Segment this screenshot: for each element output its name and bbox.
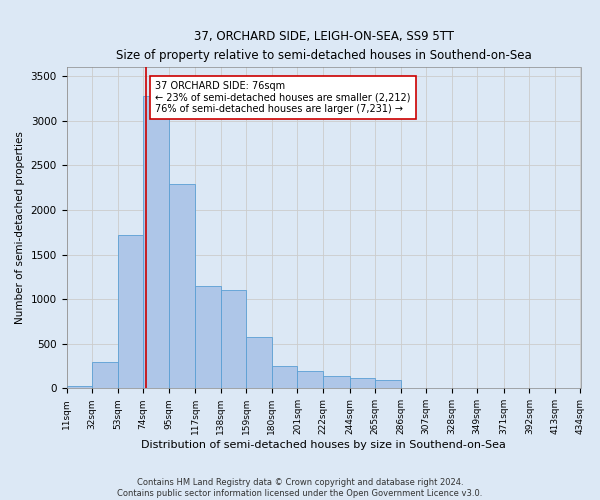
Bar: [323, 376, 350, 388]
Bar: [221, 290, 247, 388]
Bar: [247, 336, 272, 388]
Text: 37 ORCHARD SIDE: 76sqm
← 23% of semi-detached houses are smaller (2,212)
76% of : 37 ORCHARD SIDE: 76sqm ← 23% of semi-det…: [155, 80, 411, 114]
X-axis label: Distribution of semi-detached houses by size in Southend-on-Sea: Distribution of semi-detached houses by …: [141, 440, 506, 450]
Bar: [143, 96, 169, 388]
Bar: [118, 235, 143, 388]
Bar: [375, 380, 401, 388]
Bar: [67, 386, 92, 388]
Y-axis label: Number of semi-detached properties: Number of semi-detached properties: [15, 132, 25, 324]
Bar: [196, 286, 221, 388]
Bar: [169, 184, 196, 388]
Text: Contains HM Land Registry data © Crown copyright and database right 2024.
Contai: Contains HM Land Registry data © Crown c…: [118, 478, 482, 498]
Bar: [298, 370, 323, 388]
Title: 37, ORCHARD SIDE, LEIGH-ON-SEA, SS9 5TT
Size of property relative to semi-detach: 37, ORCHARD SIDE, LEIGH-ON-SEA, SS9 5TT …: [116, 30, 532, 62]
Bar: [350, 378, 375, 388]
Bar: [92, 362, 118, 388]
Bar: [272, 366, 298, 388]
